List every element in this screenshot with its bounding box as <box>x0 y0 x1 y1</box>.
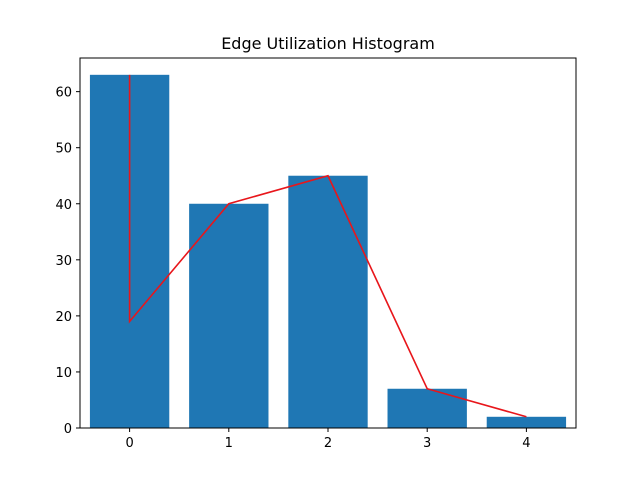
bar-3 <box>387 388 467 428</box>
y-tick-label: 40 <box>55 198 72 213</box>
x-tick-label: 0 <box>125 436 133 451</box>
y-tick-label: 0 <box>64 422 72 437</box>
bar-2 <box>288 175 368 428</box>
y-tick-label: 10 <box>55 366 72 381</box>
trend-line <box>128 74 527 418</box>
x-tick-label: 4 <box>522 436 530 451</box>
y-axis: 0 10 20 30 40 50 60 <box>55 86 80 437</box>
line-layer <box>128 74 527 418</box>
bar-4 <box>486 416 567 428</box>
y-tick-label: 30 <box>55 254 72 269</box>
y-tick-label: 50 <box>55 142 72 157</box>
y-tick-label: 20 <box>55 310 72 325</box>
x-tick-label: 3 <box>423 436 431 451</box>
y-tick-label: 60 <box>55 86 72 101</box>
x-tick-label: 2 <box>324 436 332 451</box>
x-axis: 0 1 2 3 4 <box>125 428 531 451</box>
bar-1 <box>189 203 269 428</box>
bars-group <box>89 74 567 429</box>
chart-title: Edge Utilization Histogram <box>221 34 435 53</box>
x-tick-label: 1 <box>225 436 233 451</box>
